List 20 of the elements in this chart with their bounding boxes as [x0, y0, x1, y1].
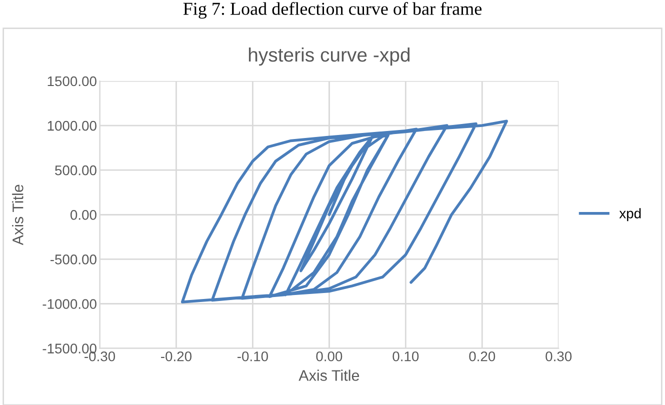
- y-tick-label: 1000.00: [48, 120, 96, 131]
- chart-title: hysteris curve -xpd: [248, 47, 410, 66]
- y-tick-label: 1500.00: [48, 76, 96, 86]
- x-tick-label: -0.10: [237, 351, 268, 362]
- x-axis-title: Axis Title: [298, 370, 360, 381]
- legend-label: xpd: [619, 208, 641, 222]
- x-tick-label: 0.10: [392, 351, 419, 362]
- caption: Fig 7: Load deflection curve of bar frame: [183, 2, 482, 19]
- y-tick-label: -1500.00: [42, 344, 96, 354]
- x-tick-label: 0.30: [546, 351, 572, 362]
- x-tick-label: -0.30: [84, 351, 116, 362]
- y-tick-label: 0.00: [70, 210, 96, 220]
- y-tick-label: 500.00: [55, 165, 96, 176]
- y-axis-title: Axis Title: [12, 184, 24, 246]
- y-tick-label: -1000.00: [42, 299, 96, 309]
- x-tick-label: 0.00: [316, 351, 342, 362]
- y-tick-label: -500.00: [50, 254, 96, 264]
- x-tick-label: 0.20: [469, 351, 496, 362]
- line-series: [180, 120, 508, 304]
- x-tick-label: -0.20: [161, 351, 192, 362]
